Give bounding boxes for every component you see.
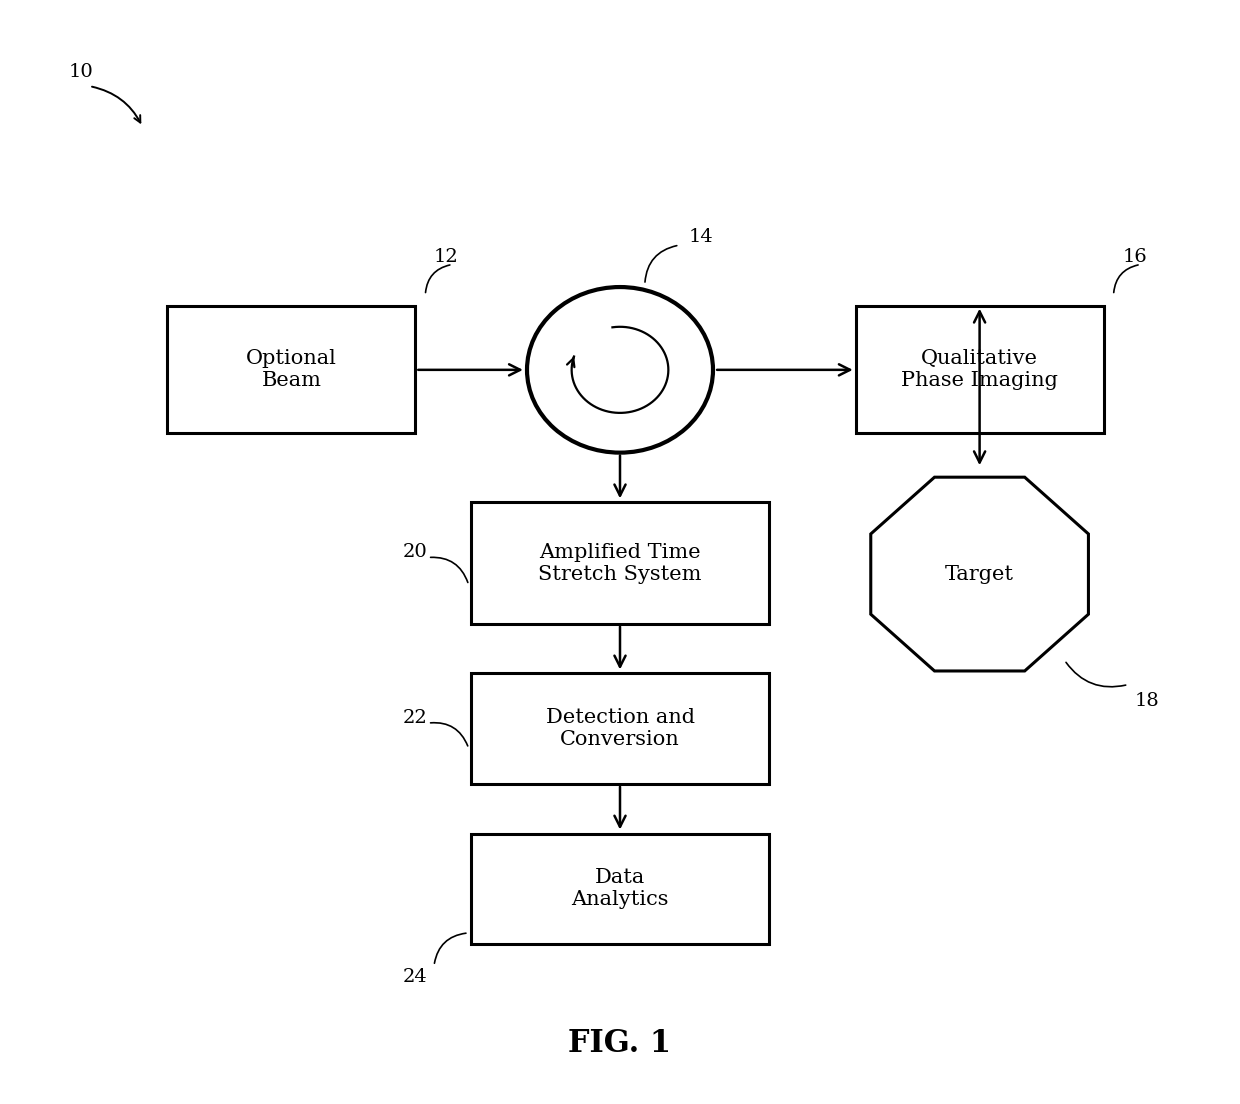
Polygon shape (870, 477, 1089, 671)
Text: Optional
Beam: Optional Beam (246, 349, 337, 391)
Text: Data
Analytics: Data Analytics (572, 868, 668, 910)
Text: Detection and
Conversion: Detection and Conversion (546, 708, 694, 750)
Text: 10: 10 (68, 63, 93, 81)
FancyBboxPatch shape (471, 673, 769, 784)
Text: Qualitative
Phase Imaging: Qualitative Phase Imaging (901, 349, 1058, 391)
Text: 22: 22 (403, 709, 428, 726)
Text: 14: 14 (688, 229, 713, 246)
Text: 12: 12 (434, 247, 459, 266)
FancyBboxPatch shape (471, 834, 769, 944)
Text: 18: 18 (1135, 692, 1159, 710)
Text: 20: 20 (403, 543, 428, 561)
FancyBboxPatch shape (167, 306, 415, 433)
Text: 16: 16 (1122, 247, 1147, 266)
Text: 24: 24 (403, 968, 428, 986)
Text: FIG. 1: FIG. 1 (568, 1028, 672, 1059)
Text: Amplified Time
Stretch System: Amplified Time Stretch System (538, 542, 702, 584)
Text: Target: Target (945, 564, 1014, 584)
FancyBboxPatch shape (471, 502, 769, 624)
FancyBboxPatch shape (856, 306, 1104, 433)
